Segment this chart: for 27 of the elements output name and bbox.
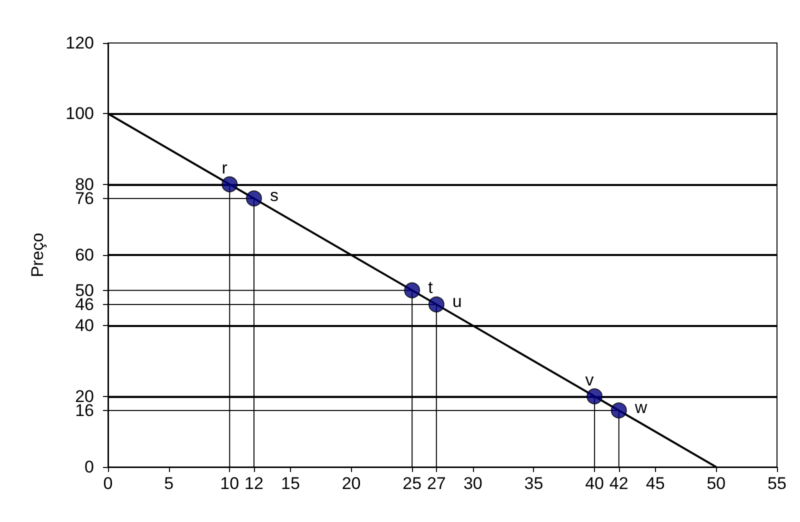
x-tick-label: 12 <box>244 474 264 493</box>
x-tick-label: 45 <box>646 474 665 493</box>
x-tick-label: 15 <box>280 474 300 493</box>
annotation: w <box>634 398 648 417</box>
x-tick-label: 55 <box>768 474 786 493</box>
x-tick-label: 40 <box>585 474 604 493</box>
annotation: u <box>452 292 462 311</box>
y-tick-label: 60 <box>75 246 94 264</box>
annotation: t <box>428 278 434 297</box>
annotation: r <box>222 158 228 178</box>
x-tick-label: 10 <box>220 474 240 493</box>
x-tick-label: 27 <box>426 474 446 493</box>
x-tick-label: 5 <box>164 474 174 493</box>
x-tick-label: 0 <box>103 474 113 493</box>
annotation: s <box>270 186 278 205</box>
x-tick-label: 25 <box>402 474 422 493</box>
x-tick-label: 35 <box>524 474 544 493</box>
annotation: v <box>585 370 594 390</box>
y-axis-title: Preço <box>28 232 47 278</box>
y-tick-label: 100 <box>66 104 94 124</box>
x-tick-label: 30 <box>463 474 482 493</box>
y-tick-label: 0 <box>84 458 94 476</box>
x-tick-label: 50 <box>706 474 726 493</box>
y-tick-label: 40 <box>75 316 94 336</box>
x-tick-label: 42 <box>609 474 628 493</box>
x-tick-label: 20 <box>342 474 361 493</box>
y-tick-label: 120 <box>66 34 94 52</box>
